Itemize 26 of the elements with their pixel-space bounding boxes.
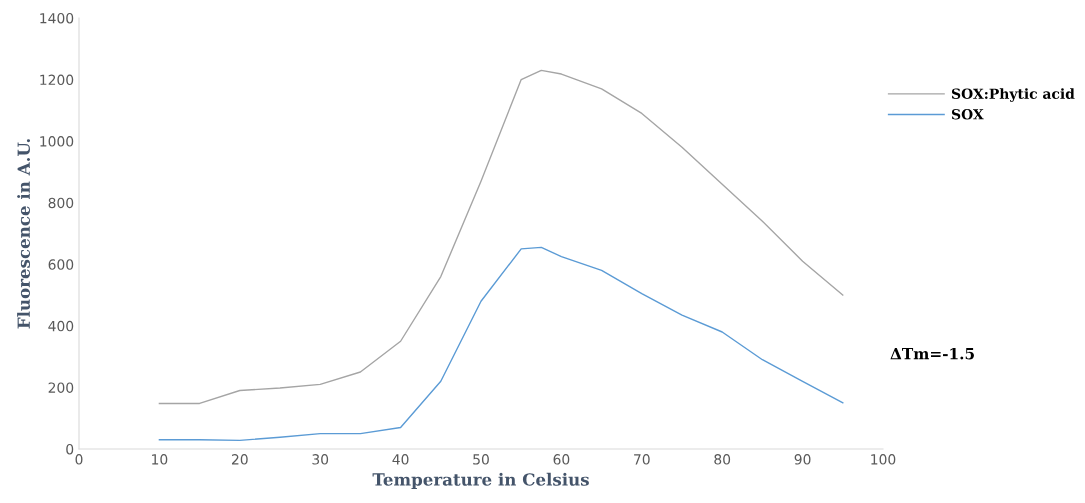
x-tick-label: 40 xyxy=(392,454,409,465)
line-series xyxy=(158,246,844,442)
x-axis-title: Temperature in Celsius xyxy=(372,472,589,489)
x-tick-label: 70 xyxy=(634,454,650,465)
y-tick-label: 1000 xyxy=(40,136,74,147)
y-tick-label: 1200 xyxy=(40,74,74,86)
x-tick-label: 20 xyxy=(231,454,248,465)
y-axis-title: Fluorescence in A.U. xyxy=(17,139,31,329)
text: ΔTm=-1.5 xyxy=(890,347,974,360)
x-tick-label: 30 xyxy=(312,454,329,465)
x-tick-label: 100 xyxy=(871,454,896,465)
x-tick-label: 0 xyxy=(75,454,83,465)
legend-label: SOX xyxy=(951,109,984,120)
x-tick-label: 60 xyxy=(553,454,570,465)
legend-label: SOX:Phytic acid xyxy=(951,88,1075,102)
y-tick-label: 200 xyxy=(48,382,74,393)
y-tick-label: 600 xyxy=(48,259,74,270)
x-tick-label: 50 xyxy=(473,454,489,465)
x-tick-label: 80 xyxy=(714,454,731,465)
x-tick-label: 90 xyxy=(794,454,811,465)
y-tick-label: 800 xyxy=(48,197,74,209)
line-series xyxy=(158,69,844,405)
x-tick-label: 10 xyxy=(152,454,168,465)
y-tick-label: 0 xyxy=(66,443,74,455)
y-tick-label: 400 xyxy=(48,320,74,332)
y-tick-label: 1400 xyxy=(40,12,74,24)
